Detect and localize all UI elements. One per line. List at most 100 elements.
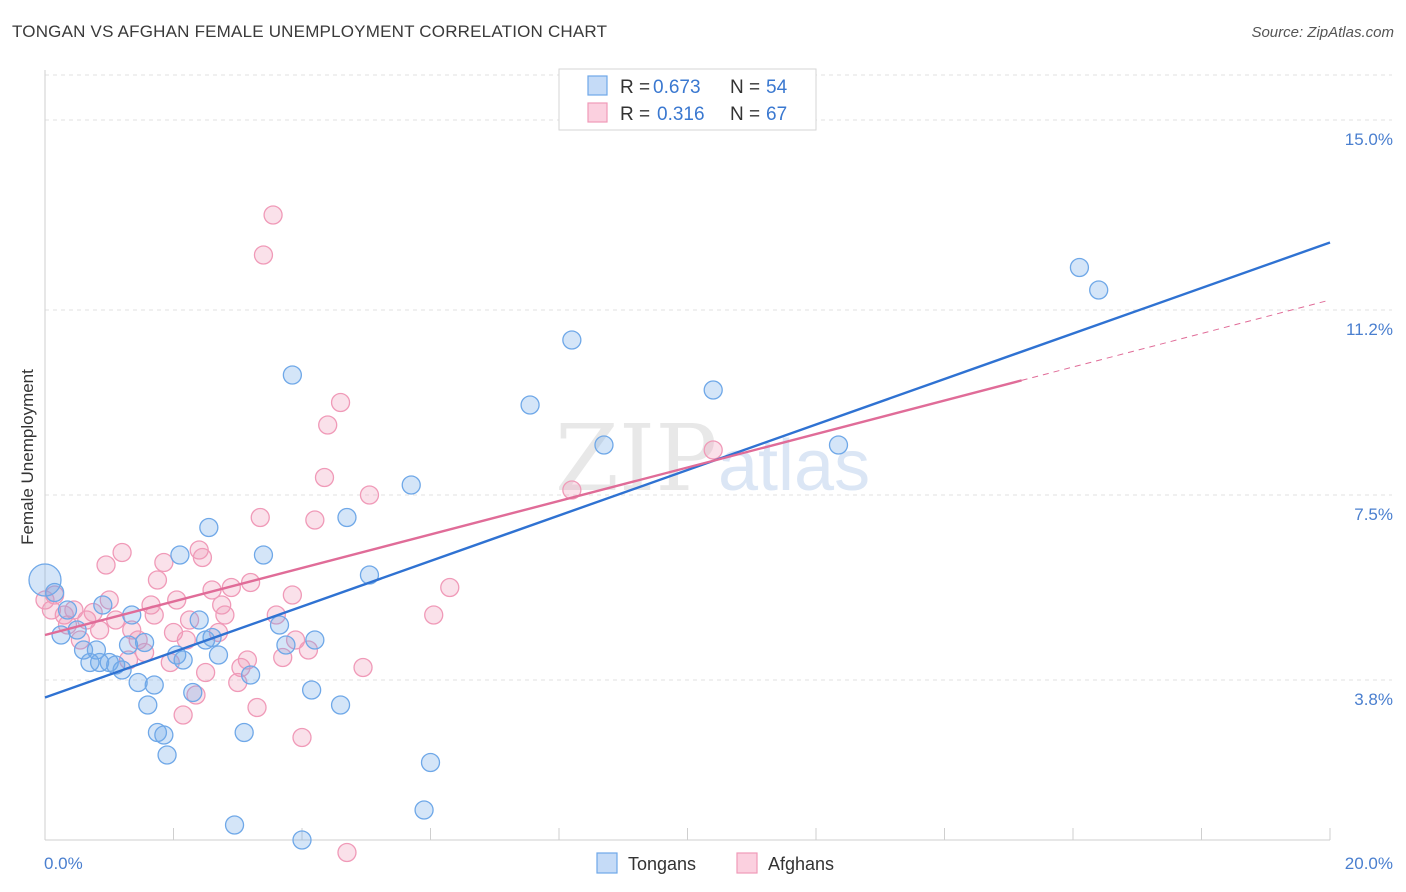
point-afghans-51 [305,510,325,530]
point-tongans-0 [28,563,62,597]
y-tick-label-1: 7.5% [1354,505,1393,524]
point-tongans-15 [128,672,148,693]
point-tongans-9 [93,595,113,615]
point-afghans-5 [64,600,84,620]
point-afghans-59 [440,577,460,598]
series-tongans-points [28,257,1109,850]
point-afghans-44 [263,205,283,225]
point-tongans-36 [276,635,296,655]
legend-n-value-afghans: 67 [766,104,787,125]
legend: R = 0.673 N = 54 R = 0.316 N = 67 [558,68,817,131]
point-tongans-41 [330,695,351,715]
point-tongans-40 [305,630,325,650]
point-tongans-18 [144,675,164,695]
point-tongans-51 [828,435,849,455]
y-tick-labels: 3.8% 7.5% 11.2% 15.0% [1345,130,1393,709]
point-tongans-33 [240,665,261,685]
point-afghans-58 [424,605,444,625]
point-tongans-46 [420,752,441,773]
point-afghans-21 [154,552,174,573]
point-afghans-39 [237,650,258,670]
point-afghans-60 [562,480,582,500]
point-tongans-48 [562,330,582,350]
y-tick-label-0: 3.8% [1354,690,1393,709]
chart-title: TONGAN VS AFGHAN FEMALE UNEMPLOYMENT COR… [12,22,608,41]
point-tongans-30 [208,645,229,665]
bottom-legend-label-tongans: Tongans [628,854,696,874]
point-afghans-46 [273,647,293,668]
point-afghans-25 [173,705,193,725]
legend-swatch-tongans [587,75,608,96]
series-afghans-points [35,205,723,863]
y-tick-label-3: 15.0% [1345,130,1393,149]
legend-r-label-afghans: R = [620,104,650,125]
point-afghans-30 [192,547,213,568]
point-afghans-28 [186,685,206,705]
x-tick-labels: 0.0% 20.0% [44,854,1393,873]
point-afghans-35 [215,605,235,625]
point-tongans-1 [44,582,65,603]
point-tongans-21 [157,745,177,765]
point-afghans-53 [318,415,338,435]
point-tongans-25 [183,682,203,703]
point-afghans-47 [282,585,303,605]
y-tick-label-2: 11.2% [1346,320,1393,339]
point-tongans-20 [154,725,174,745]
point-tongans-49 [594,435,614,455]
point-tongans-50 [703,380,723,400]
point-tongans-42 [337,507,357,528]
point-tongans-24 [173,650,193,670]
point-tongans-32 [234,722,254,743]
bottom-legend-label-afghans: Afghans [768,854,834,874]
point-afghans-11 [99,590,119,610]
point-afghans-15 [122,620,142,640]
axes [44,70,1331,841]
point-afghans-42 [250,507,270,528]
legend-n-label-tongans: N = [730,77,760,98]
point-afghans-56 [353,657,373,678]
legend-n-value-tongans: 54 [766,77,788,98]
point-tongans-11 [106,655,126,675]
point-tongans-38 [292,830,312,850]
trendline-afghans-extension [1021,299,1331,381]
point-afghans-41 [247,697,267,718]
point-tongans-3 [57,600,78,620]
source-label: Source: ZipAtlas.com [1251,24,1394,41]
trendline-tongans [44,241,1331,699]
point-tongans-16 [134,632,155,653]
point-tongans-45 [414,800,434,820]
legend-n-label-afghans: N = [730,104,760,125]
point-afghans-26 [176,630,197,650]
point-afghans-48 [285,630,306,650]
legend-r-label-tongans: R = [620,77,650,98]
point-tongans-13 [118,635,139,655]
point-tongans-47 [520,395,540,415]
point-afghans-10 [96,555,116,575]
point-afghans-61 [703,440,723,460]
bottom-legend-swatch-tongans [596,852,618,874]
point-tongans-26 [189,610,209,630]
point-tongans-53 [1089,280,1109,300]
point-afghans-55 [337,842,357,863]
point-afghans-49 [292,727,312,748]
legend-swatch-afghans [587,102,608,123]
point-tongans-35 [269,615,290,635]
legend-r-value-tongans: 0.673 [653,77,701,98]
legend-r-value-afghans: 0.316 [657,104,705,125]
point-afghans-13 [112,542,132,563]
point-tongans-34 [253,545,274,565]
point-afghans-43 [253,245,274,265]
point-afghans-31 [195,662,216,683]
point-tongans-28 [199,517,219,538]
y-axis-title: Female Unemployment [18,369,37,545]
point-tongans-23 [170,545,190,565]
point-tongans-43 [359,565,380,585]
point-tongans-7 [86,640,107,660]
watermark-atlas: atlas [718,426,870,506]
point-tongans-52 [1069,257,1090,278]
point-afghans-50 [298,640,319,660]
bottom-legend-swatch-afghans [736,852,758,874]
x-tick-label-0: 0.0% [44,854,83,873]
bottom-legend: Tongans Afghans [596,852,834,874]
point-tongans-17 [138,695,158,715]
